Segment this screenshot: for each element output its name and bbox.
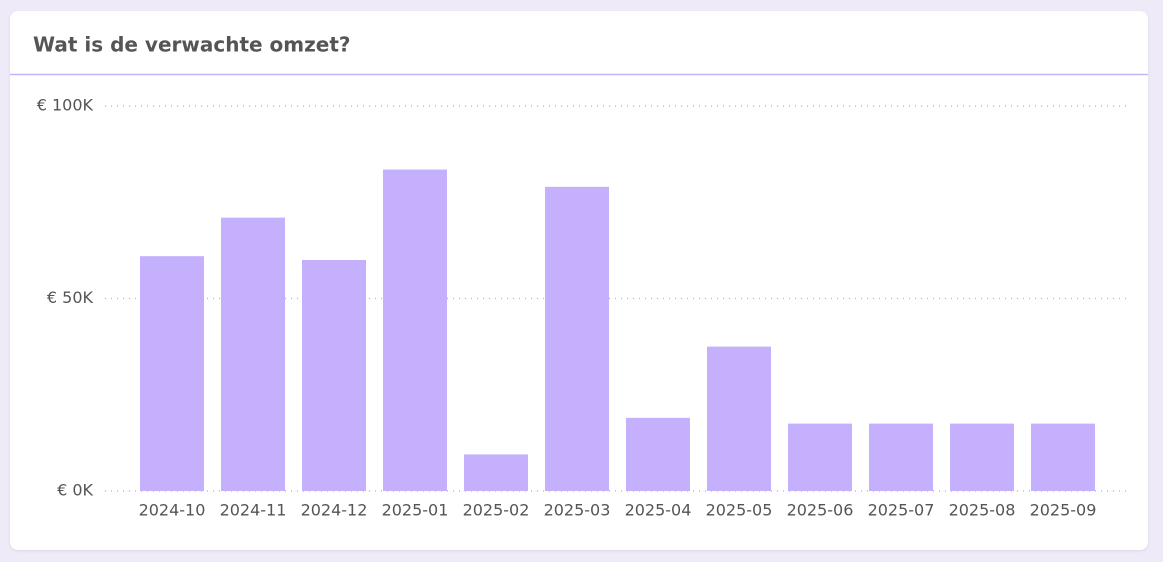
y-tick-label: € 100K bbox=[37, 96, 94, 115]
bar bbox=[869, 423, 933, 491]
x-tick-label: 2024-11 bbox=[220, 501, 287, 520]
x-tick-label: 2025-06 bbox=[787, 501, 854, 520]
bar bbox=[302, 260, 366, 491]
x-tick-label: 2025-07 bbox=[868, 501, 935, 520]
bar bbox=[464, 454, 528, 491]
chart-title: Wat is de verwachte omzet? bbox=[33, 33, 351, 57]
bar bbox=[626, 417, 690, 491]
bar bbox=[707, 346, 771, 491]
bar bbox=[545, 186, 609, 491]
x-tick-label: 2025-03 bbox=[544, 501, 611, 520]
x-tick-label: 2025-01 bbox=[382, 501, 449, 520]
bar bbox=[788, 423, 852, 491]
y-tick-label: € 50K bbox=[47, 288, 94, 307]
bar bbox=[950, 423, 1014, 491]
x-tick-label: 2025-05 bbox=[706, 501, 773, 520]
x-tick-label: 2025-08 bbox=[949, 501, 1016, 520]
bar bbox=[140, 256, 204, 491]
bar bbox=[383, 169, 447, 491]
bar bbox=[221, 217, 285, 491]
x-tick-label: 2024-12 bbox=[301, 501, 368, 520]
x-tick-label: 2024-10 bbox=[139, 501, 206, 520]
bar bbox=[1031, 423, 1095, 491]
y-tick-label: € 0K bbox=[57, 481, 93, 500]
x-tick-label: 2025-04 bbox=[625, 501, 692, 520]
x-tick-label: 2025-09 bbox=[1030, 501, 1097, 520]
x-tick-label: 2025-02 bbox=[463, 501, 530, 520]
